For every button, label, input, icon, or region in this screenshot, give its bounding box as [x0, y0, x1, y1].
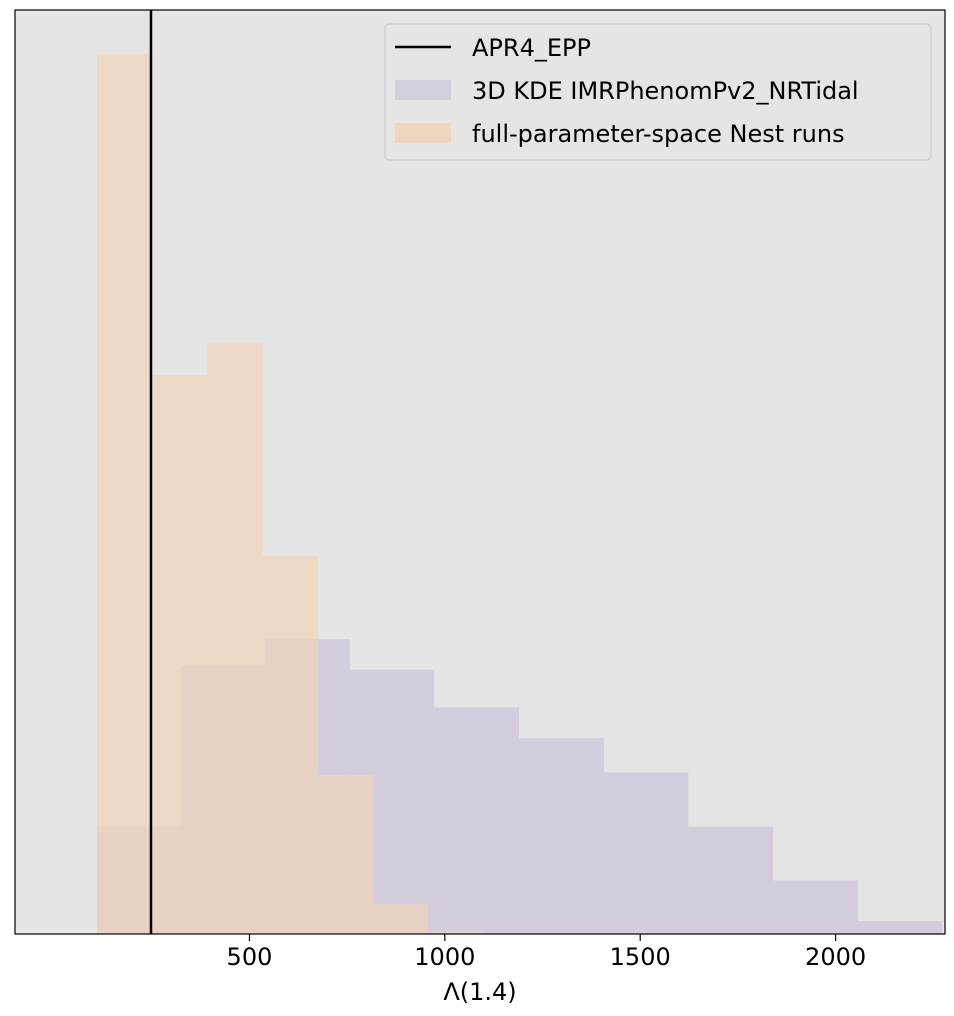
histogram-bar-nest-1	[152, 374, 208, 935]
legend-label-kde: 3D KDE IMRPhenomPv2_NRTidal	[472, 77, 859, 105]
histogram-bar-nest-2	[207, 342, 263, 934]
histogram-bar-nest-0	[97, 54, 153, 935]
plot-frame	[14, 9, 946, 935]
histogram-bar-kde-5	[519, 738, 604, 934]
histogram-bar-kde-7	[688, 826, 774, 934]
histogram-bar-kde-4	[434, 707, 520, 934]
x-ticks: 500 1000 1500 2000	[227, 934, 866, 971]
legend-box	[384, 23, 932, 161]
histogram-bar-kde-6	[603, 772, 689, 934]
x-tick-label-500: 500	[227, 943, 273, 971]
histogram-bar-nest-6	[428, 931, 484, 934]
legend-label-apr4-epp: APR4_EPP	[472, 34, 591, 62]
legend-swatch-kde	[395, 80, 451, 100]
histogram-bar-kde-9	[857, 921, 943, 934]
x-tick-label-2000: 2000	[805, 943, 866, 971]
x-tick-label-1500: 1500	[610, 943, 671, 971]
histogram-bar-kde-8	[773, 880, 858, 934]
bars-layer	[97, 54, 943, 935]
x-axis-label: Λ(1.4)	[443, 978, 516, 1006]
histogram-bar-nest-3	[262, 556, 319, 934]
legend-label-nest: full-parameter-space Nest runs	[472, 120, 845, 148]
legend-swatch-nest	[395, 123, 451, 143]
histogram-bar-nest-4	[318, 775, 374, 934]
legend: APR4_EPP 3D KDE IMRPhenomPv2_NRTidal ful…	[384, 23, 932, 161]
x-tick-label-1000: 1000	[414, 943, 475, 971]
histogram-bar-nest-5	[373, 904, 429, 934]
